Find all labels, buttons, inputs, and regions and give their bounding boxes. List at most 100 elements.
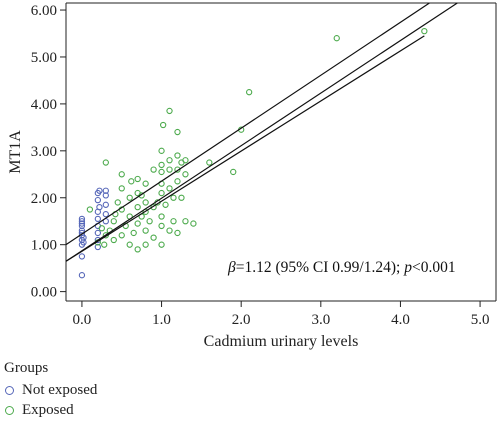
point-exposed [158,213,165,220]
legend-label-not-exposed: Not exposed [22,381,98,398]
point-exposed [126,194,133,201]
point-not-exposed [80,234,87,241]
point-exposed [166,166,173,173]
y-tick-label: 6.00 [31,3,57,19]
ci-line [65,2,430,246]
legend-marker-exposed [5,405,14,415]
point-not-exposed [94,196,102,204]
point-exposed [166,157,173,164]
point-exposed [150,234,157,241]
y-tick-label: 0.00 [31,285,57,301]
point-exposed [162,201,169,208]
legend-marker-not-exposed [5,385,14,395]
point-exposed [182,157,189,164]
point-exposed [110,236,117,244]
point-exposed [170,194,177,201]
point-exposed [134,203,141,211]
point-not-exposed [102,187,109,194]
x-tick-label: 5.0 [471,312,490,328]
point-exposed [126,241,133,248]
point-exposed [158,241,165,248]
point-exposed [230,168,237,176]
point-exposed [98,225,105,232]
legend-item-not-exposed: Not exposed [4,380,97,400]
axis-ticks: 0.0 1.0 2.0 3.0 4.0 5.0 0.00 1.00 2.00 3.00 4.00 5.… [31,3,490,328]
p-symbol: p [403,259,412,276]
point-exposed [146,218,153,225]
y-axis-label: MT1A [7,130,24,174]
y-tick-label: 5.00 [31,50,57,66]
fit-line [65,2,458,262]
beta-annotation: β=1.12 (95% CI 0.99/1.24); p<0.001 [227,259,456,276]
point-exposed [142,199,149,206]
point-exposed [174,152,181,159]
point-exposed [333,35,340,42]
point-exposed [166,107,173,115]
x-tick-label: 0.0 [73,312,92,328]
point-not-exposed [78,272,86,279]
point-exposed [159,121,167,129]
point-exposed [166,185,173,192]
point-not-exposed [94,215,102,223]
point-exposed [86,206,94,213]
point-exposed [190,220,197,227]
beta-text: =1.12 (95% CI 0.99/1.24); [236,259,404,276]
x-tick-label: 3.0 [311,312,330,328]
point-not-exposed [102,211,109,218]
point-exposed [118,232,125,239]
point-exposed [118,185,125,192]
point-exposed [174,166,181,173]
point-exposed [158,189,165,197]
point-exposed [142,227,149,234]
point-not-exposed [96,187,103,194]
point-exposed [110,218,117,225]
point-exposed [134,220,141,227]
point-exposed [245,89,253,96]
y-tick-label: 3.00 [31,144,57,160]
point-exposed [178,194,185,201]
point-exposed [102,159,109,166]
point-exposed [206,159,213,166]
point-exposed [174,178,181,185]
scatter-chart: 0.0 1.0 2.0 3.0 4.0 5.0 0.00 1.00 2.00 3.00 4.00 5.… [7,2,497,350]
point-exposed [114,199,121,206]
point-exposed [182,218,189,225]
point-exposed [158,222,165,230]
point-exposed [174,229,181,237]
point-exposed [134,246,141,253]
legend-title: Groups [4,360,49,376]
legend-label-exposed: Exposed [22,401,74,418]
point-exposed [101,241,108,248]
point-not-exposed [94,229,102,237]
x-tick-label: 4.0 [391,312,410,328]
point-exposed [174,128,181,136]
beta-symbol: β [227,259,236,276]
point-exposed [130,229,137,237]
p-text: <0.001 [412,259,456,276]
point-exposed [182,171,189,178]
point-exposed [166,227,173,234]
legend-item-exposed: Exposed [4,400,97,420]
data-points [78,28,428,279]
point-exposed [158,147,165,154]
point-exposed [150,166,157,173]
point-exposed [170,218,177,225]
point-exposed [158,168,165,176]
x-tick-label: 2.0 [232,312,251,328]
x-tick-label: 1.0 [152,312,171,328]
point-not-exposed [96,203,103,211]
ci-line [65,35,425,262]
regression-lines [65,2,458,262]
point-not-exposed [78,215,86,223]
point-exposed [128,178,135,185]
plot-frame [65,2,497,302]
point-not-exposed [102,201,109,208]
point-exposed [142,241,149,248]
point-exposed [118,171,125,178]
x-axis-label: Cadmium urinary levels [204,333,359,350]
point-not-exposed [78,218,86,225]
point-exposed [158,161,165,169]
point-exposed [421,28,428,35]
y-tick-label: 1.00 [31,238,57,254]
y-tick-label: 2.00 [31,191,57,207]
